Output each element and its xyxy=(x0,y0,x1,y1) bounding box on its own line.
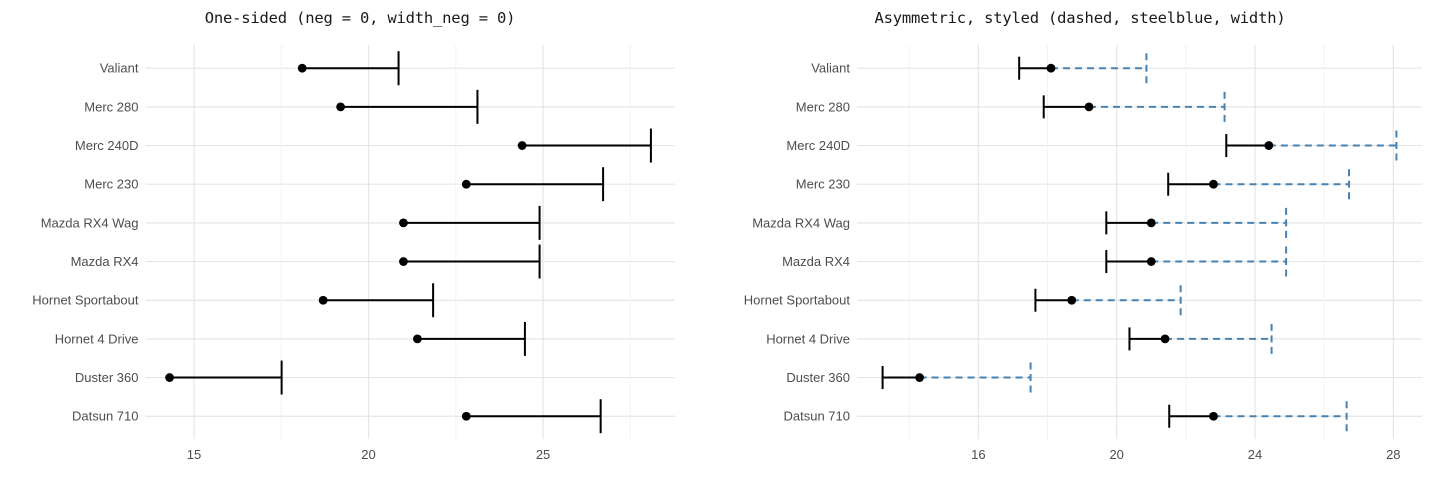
data-point xyxy=(1084,102,1094,112)
y-category-label: Duster 360 xyxy=(786,370,850,385)
pointrange-merc-240d xyxy=(517,128,652,163)
pointrange-valiant xyxy=(297,51,400,86)
x-tick-label: 24 xyxy=(1248,447,1262,462)
pointrange-valiant xyxy=(1018,53,1148,84)
y-category-label: Hornet 4 Drive xyxy=(55,331,139,346)
data-point xyxy=(1209,179,1218,189)
data-point xyxy=(399,218,408,228)
data-point xyxy=(461,411,471,421)
data-point xyxy=(297,63,307,73)
pointrange-datsun-710 xyxy=(1168,401,1348,432)
pointrange-mazda-rx4 xyxy=(1105,246,1288,277)
y-category-label: Merc 280 xyxy=(796,99,850,114)
axis-labels: Valiant Merc 280 Merc 240D Merc 230 Mazda RX… xyxy=(744,61,1401,462)
y-category-label: Merc 240D xyxy=(75,138,139,153)
data-point xyxy=(165,373,174,382)
pointrange-series xyxy=(165,51,652,434)
y-category-label: Hornet 4 Drive xyxy=(766,331,850,346)
pointrange-series xyxy=(881,53,1398,432)
data-point xyxy=(1264,141,1274,150)
pointrange-duster-360 xyxy=(881,362,1032,393)
data-point xyxy=(915,373,924,382)
x-tick-label: 25 xyxy=(536,447,550,462)
data-point xyxy=(1146,257,1156,266)
x-tick-label: 20 xyxy=(361,447,375,462)
data-point xyxy=(461,179,471,189)
data-point xyxy=(413,334,422,344)
pointrange-hornet-sportabout xyxy=(318,283,435,318)
pointrange-hornet-sportabout xyxy=(1034,285,1182,316)
x-tick-label: 28 xyxy=(1386,447,1400,462)
pointrange-mazda-rx4 xyxy=(399,244,541,279)
axis-labels: Valiant Merc 280 Merc 240D Merc 230 Mazda RX… xyxy=(32,61,550,462)
x-tick-label: 20 xyxy=(1109,447,1123,462)
data-point xyxy=(336,102,346,112)
gridlines xyxy=(857,45,1422,439)
pointrange-merc-230 xyxy=(1167,169,1351,200)
data-point xyxy=(517,141,527,150)
pointrange-merc-230 xyxy=(461,167,605,202)
x-tick-label: 16 xyxy=(971,447,985,462)
pointrange-merc-240d xyxy=(1225,130,1398,161)
data-point xyxy=(1046,63,1056,73)
data-point xyxy=(318,295,328,305)
pointrange-hornet-4-drive xyxy=(1128,323,1273,354)
data-point xyxy=(1160,334,1170,344)
y-category-label: Mazda RX4 Wag xyxy=(752,215,850,230)
data-point xyxy=(1209,411,1218,421)
y-category-label: Mazda RX4 Wag xyxy=(41,215,139,230)
y-category-label: Hornet Sportabout xyxy=(744,293,851,308)
y-category-label: Datsun 710 xyxy=(784,409,851,424)
y-category-label: Merc 230 xyxy=(84,177,138,192)
data-point xyxy=(399,257,408,266)
y-category-label: Mazda RX4 xyxy=(782,254,850,269)
y-category-label: Merc 230 xyxy=(796,177,850,192)
y-category-label: Datsun 710 xyxy=(72,409,139,424)
data-point xyxy=(1146,218,1156,228)
plot-title-asymmetric: Asymmetric, styled (dashed, steelblue, w… xyxy=(874,9,1286,27)
y-category-label: Hornet Sportabout xyxy=(32,293,139,308)
x-tick-label: 15 xyxy=(187,447,201,462)
pointrange-hornet-4-drive xyxy=(413,321,526,356)
y-category-label: Valiant xyxy=(811,61,850,76)
y-category-label: Mazda RX4 xyxy=(71,254,139,269)
plot-title-one-sided: One-sided (neg = 0, width_neg = 0) xyxy=(204,9,516,27)
pointrange-mazda-rx4-wag xyxy=(1105,207,1288,238)
data-point xyxy=(1067,295,1077,305)
y-category-label: Merc 240D xyxy=(786,138,850,153)
y-category-label: Merc 280 xyxy=(84,99,138,114)
plot-asymmetric: Asymmetric, styled (dashed, steelblue, w… xyxy=(720,0,1440,480)
gridlines xyxy=(145,45,675,439)
plot-one-sided-canvas: Valiant Merc 280 Merc 240D Merc 230 Mazda RX… xyxy=(32,45,675,462)
pointrange-datsun-710 xyxy=(461,399,602,434)
plot-asymmetric-canvas: Valiant Merc 280 Merc 240D Merc 230 Mazda RX… xyxy=(744,45,1422,462)
pointrange-merc-280 xyxy=(1042,91,1226,122)
pointrange-merc-280 xyxy=(336,89,479,124)
y-category-label: Duster 360 xyxy=(75,370,139,385)
pointrange-mazda-rx4-wag xyxy=(399,205,541,240)
pointrange-duster-360 xyxy=(165,360,283,395)
y-category-label: Valiant xyxy=(100,61,139,76)
plot-one-sided: One-sided (neg = 0, width_neg = 0) Valia… xyxy=(32,9,675,462)
